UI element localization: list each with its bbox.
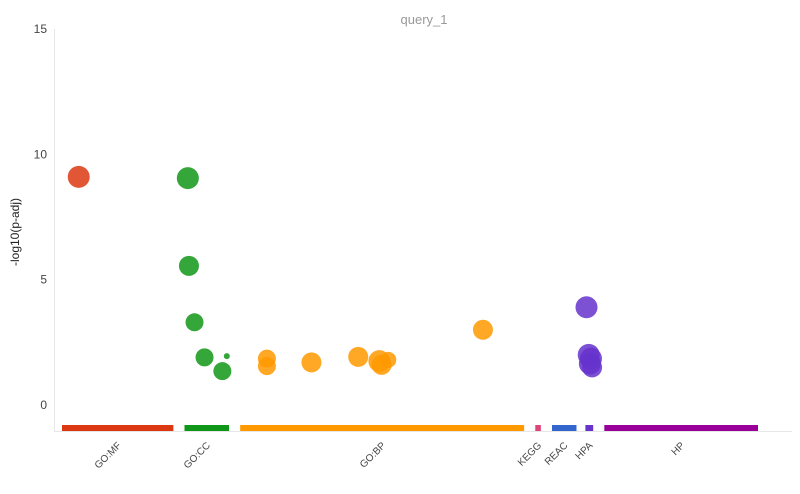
data-point-10[interactable] <box>301 352 322 373</box>
data-point-1[interactable] <box>67 165 90 188</box>
source-label-hpa: HPA <box>574 440 596 462</box>
source-bar-go-mf <box>62 425 174 431</box>
data-point-11[interactable] <box>348 346 369 367</box>
chart-title: query_1 <box>401 12 448 27</box>
source-label-reac: REAC <box>543 440 570 467</box>
data-point-15[interactable] <box>472 319 493 340</box>
source-bar-hpa <box>585 425 594 431</box>
data-point-14[interactable] <box>380 351 397 368</box>
source-label-hp: HP <box>670 440 688 458</box>
y-axis-label: -log10(p-adj) <box>8 198 22 266</box>
source-bar-hp <box>604 425 758 431</box>
source-bar-kegg <box>535 425 541 431</box>
source-label-kegg: KEGG <box>516 440 544 468</box>
source-label-go-bp: GO:BP <box>358 440 388 470</box>
data-point-9[interactable] <box>257 357 276 376</box>
data-point-20[interactable] <box>582 357 603 378</box>
source-bar-go-bp <box>240 425 525 431</box>
data-point-2[interactable] <box>176 167 199 190</box>
source-bars <box>62 425 758 431</box>
source-bar-go-cc <box>184 425 230 431</box>
y-tick-label-15: 15 <box>34 22 48 36</box>
data-point-3[interactable] <box>178 255 199 276</box>
data-points <box>67 165 603 381</box>
data-point-16[interactable] <box>575 296 598 319</box>
source-bar-reac <box>551 425 577 431</box>
y-tick-label-0: 0 <box>40 398 47 412</box>
y-tick-label-5: 5 <box>40 273 47 287</box>
source-label-go-mf: GO:MF <box>93 440 124 471</box>
data-point-4[interactable] <box>185 313 204 332</box>
data-point-5[interactable] <box>195 348 214 367</box>
y-axis-ticks: 0 5 10 15 <box>34 22 48 412</box>
data-point-7[interactable] <box>223 353 230 360</box>
source-label-go-cc: GO:CC <box>182 440 213 471</box>
y-tick-label-10: 10 <box>34 147 48 161</box>
data-point-6[interactable] <box>213 362 232 381</box>
